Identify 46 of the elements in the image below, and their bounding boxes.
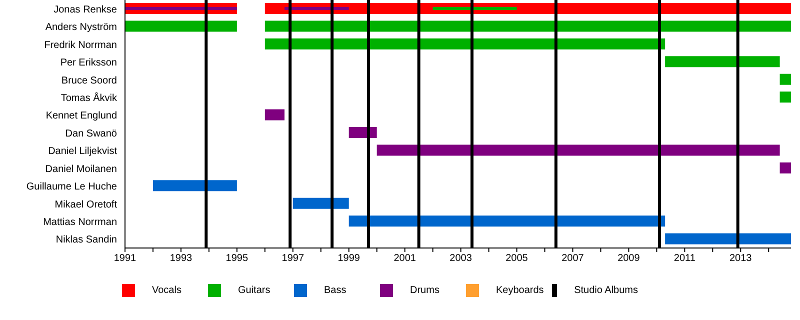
y-tick-label: Daniel Liljekvist	[48, 146, 118, 158]
bar	[780, 162, 791, 174]
x-tick-label: 2007	[562, 253, 584, 264]
y-tick-label: Daniel Moilanen	[45, 164, 117, 175]
x-tick-label: 1995	[226, 253, 248, 264]
bar	[665, 233, 791, 244]
bar	[292, 198, 349, 209]
y-tick-label: Mattias Norrman	[43, 216, 117, 228]
y-tick-label: Dan Swanö	[65, 128, 118, 140]
x-tick-label: 2009	[618, 253, 640, 264]
x-tick-label: 2013	[730, 253, 752, 264]
legend-label: Vocals	[152, 284, 182, 296]
bar	[264, 3, 791, 14]
bar	[152, 180, 237, 192]
bar	[348, 216, 666, 227]
legend-label: Drums	[410, 284, 440, 296]
x-tick-label: 1993	[170, 253, 193, 264]
y-tick-label: Fredrik Norrman	[44, 40, 117, 51]
y-tick-label: Kennet Englund	[46, 110, 117, 122]
y-tick-label: Anders Nyström	[45, 22, 117, 34]
text: Studio Albums	[574, 284, 638, 296]
bar	[284, 7, 349, 10]
x-tick-label: 2001	[394, 253, 416, 264]
bar	[264, 109, 285, 120]
bar	[780, 92, 791, 103]
y-tick-label: Guillaume Le Huche	[26, 182, 118, 193]
y-tick-label: Jonas Renkse	[54, 4, 118, 16]
bar	[376, 144, 780, 156]
bar	[125, 20, 237, 32]
x-tick-label: 1997	[282, 253, 304, 264]
y-tick-label: Tomas Åkvik	[60, 92, 118, 104]
y-tick-label: Mikael Oretoft	[54, 199, 118, 210]
bar	[264, 38, 666, 50]
x-tick-label: 2003	[450, 253, 472, 264]
x-tick-label: 2005	[506, 253, 528, 264]
y-tick-label: Niklas Sandin	[56, 234, 117, 246]
x-tick-label: 1999	[338, 253, 360, 264]
legend-label: Guitars	[238, 284, 270, 296]
bar	[665, 56, 780, 68]
x-tick-label: 2011	[674, 253, 696, 264]
y-tick-label: Bruce Soord	[61, 75, 117, 86]
x-tick-label: 1991	[114, 253, 137, 264]
legend-label: Keyboards	[496, 284, 544, 296]
bar	[780, 74, 791, 85]
legend-label: Bass	[324, 284, 346, 296]
y-tick-label: Per Eriksson	[60, 58, 117, 69]
